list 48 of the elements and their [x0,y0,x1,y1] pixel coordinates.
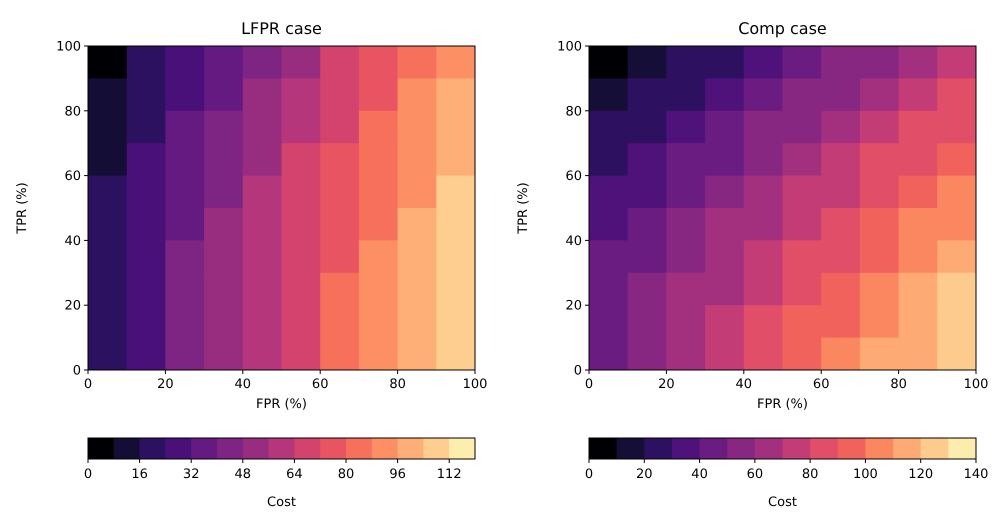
y-tick-label: 100 [557,40,582,54]
x-tick-label: 40 [234,377,252,392]
color-bar-label: 120 [908,467,934,482]
color-bar-label: 112 [436,467,462,482]
y-axis-title: TPR (%) [516,182,531,235]
y-tick-label: 20 [565,298,582,314]
y-tick-label: 40 [64,234,81,249]
x-tick-label: 0 [84,377,92,392]
y-tick-label: 40 [565,234,582,249]
color-bar-label: 140 [964,467,988,482]
y-tick-label: 0 [574,364,582,378]
color-bar-label: 48 [234,467,252,482]
y-tick-label: 20 [64,298,81,314]
x-tick-label: 20 [157,377,174,392]
color-bar-label: 20 [636,467,653,482]
x-tick-label: 100 [462,377,488,392]
color-bar-label: 60 [746,467,764,482]
x-axis-title: FPR (%) [757,397,808,412]
x-tick-label: 60 [812,377,830,392]
color-bar-title: Cost [267,495,296,510]
y-tick-label: 80 [565,104,582,120]
y-tick-label: 60 [565,169,582,184]
color-bar-label: 100 [853,467,878,482]
color-bar-label: 0 [84,467,92,482]
color-bar-label: 0 [584,467,594,482]
x-tick-label: 40 [736,377,752,392]
x-tick-label: 80 [389,377,406,392]
chart-title: Comp case [738,19,827,38]
color-bar-label: 96 [389,467,406,482]
color-bar-label: 80 [338,467,354,482]
y-tick-label: 0 [72,364,81,378]
color-bar-label: 16 [131,467,148,482]
color-bar-title: Cost [768,495,797,510]
y-tick-label: 100 [56,40,81,54]
y-tick-label: 80 [64,104,81,120]
color-bar-label: 64 [286,467,303,482]
x-tick-label: 60 [312,377,328,392]
color-bar-label: 32 [182,467,200,482]
chart-title: LFPR case [241,19,322,38]
y-tick-label: 60 [64,169,81,184]
y-axis-title: TPR (%) [15,182,30,235]
x-tick-label: 0 [584,377,594,392]
x-tick-label: 20 [658,377,675,392]
color-bar-label: 40 [691,467,708,482]
x-axis-title: FPR (%) [256,397,307,412]
x-tick-label: 80 [890,377,907,392]
x-tick-label: 100 [964,377,988,392]
color-bar-label: 80 [802,467,818,482]
